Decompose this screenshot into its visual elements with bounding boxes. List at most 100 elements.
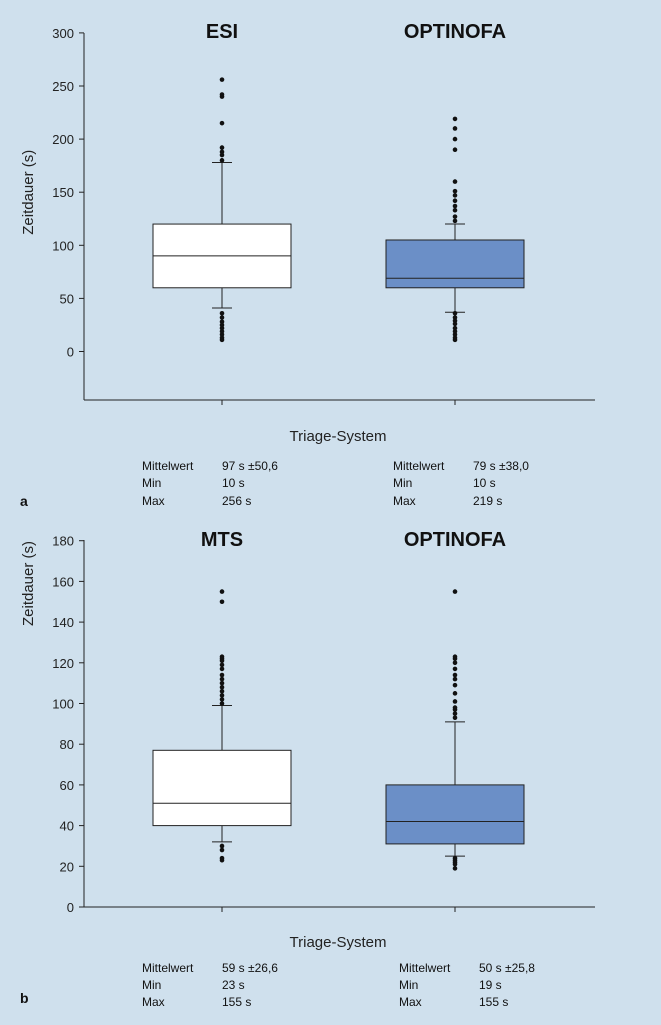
y-tick-label: 140 (52, 615, 74, 630)
outlier-point (219, 697, 225, 702)
outlier-point (452, 332, 458, 337)
y-tick-label: 180 (52, 534, 74, 549)
outlier-point (452, 699, 458, 704)
stat-value: 10 s (473, 476, 496, 490)
y-tick-label: 120 (52, 656, 74, 671)
y-tick-label: 20 (60, 859, 74, 874)
stat-value: 155 s (479, 995, 508, 1009)
stat-label: Min (142, 978, 161, 992)
panel-label: a (20, 493, 28, 509)
outlier-point (452, 207, 458, 213)
stat-value: 219 s (473, 494, 502, 508)
outlier-point (219, 322, 225, 328)
y-tick-label: 160 (52, 574, 74, 589)
stat-label: Max (142, 995, 165, 1009)
outlier-point (452, 198, 458, 203)
stat-value: 50 s ±25,8 (479, 961, 535, 975)
group-title: OPTINOFA (404, 529, 506, 551)
stat-label: Mittelwert (142, 961, 194, 975)
stat-value: 59 s ±26,6 (222, 961, 278, 975)
outlier-point (452, 179, 458, 184)
stat-label: Max (399, 995, 422, 1009)
y-tick-label: 250 (52, 79, 74, 94)
outlier-point (452, 711, 458, 716)
outlier-point (452, 589, 458, 594)
outlier-point (219, 701, 225, 706)
outlier-point (452, 325, 458, 331)
outlier-point (452, 315, 458, 320)
outlier-point (452, 193, 458, 198)
outlier-point (219, 149, 225, 155)
outlier-point (452, 666, 458, 672)
outlier-point (452, 672, 458, 678)
outlier-point (219, 684, 225, 690)
outlier-point (452, 147, 458, 153)
outlier-point (452, 691, 458, 696)
outlier-point (219, 676, 225, 682)
outlier-point (219, 666, 225, 672)
box-iqr (385, 784, 525, 845)
stat-label: Mittelwert (399, 961, 451, 975)
y-tick-label: 100 (52, 697, 74, 712)
outlier-point (452, 310, 458, 316)
panel-label: b (20, 990, 29, 1006)
outlier-point (452, 329, 458, 334)
outlier-point (452, 660, 458, 666)
y-tick-label: 50 (60, 291, 74, 306)
y-axis-label: Zeitdauer (s) (20, 541, 37, 626)
outlier-point (219, 319, 225, 325)
outlier-point (452, 715, 458, 721)
outlier-point (452, 335, 458, 340)
stat-value: 23 s (222, 978, 245, 992)
outlier-point (219, 672, 225, 678)
outlier-point (219, 152, 225, 158)
x-axis-label: Triage-System (290, 934, 387, 951)
y-axis-label: Zeitdauer (s) (20, 150, 37, 235)
group-title: MTS (201, 529, 243, 551)
outlier-point (219, 120, 225, 126)
outlier-point (219, 145, 225, 150)
y-tick-label: 60 (60, 778, 74, 793)
stat-label: Max (393, 494, 416, 508)
stat-label: Mittelwert (142, 459, 194, 473)
y-tick-label: 300 (52, 26, 74, 41)
outlier-point (452, 318, 458, 324)
y-tick-label: 80 (60, 737, 74, 752)
outlier-point (219, 315, 225, 320)
outlier-point (219, 335, 225, 340)
outlier-point (219, 599, 225, 605)
outlier-point (452, 676, 458, 682)
outlier-point (219, 847, 225, 853)
outlier-point (219, 843, 225, 849)
outlier-point (219, 680, 225, 686)
outlier-point (452, 682, 458, 688)
outlier-point (219, 77, 225, 82)
box-iqr (385, 239, 525, 289)
outlier-point (452, 321, 458, 327)
stat-label: Min (399, 978, 418, 992)
outlier-point (219, 589, 225, 594)
stat-value: 79 s ±38,0 (473, 459, 529, 473)
stat-label: Mittelwert (393, 459, 445, 473)
outlier-point (219, 688, 225, 694)
y-tick-label: 0 (67, 345, 74, 360)
stat-label: Max (142, 494, 165, 508)
group-title: OPTINOFA (404, 21, 506, 43)
outlier-point (452, 126, 458, 131)
outlier-point (452, 705, 458, 710)
x-axis-label: Triage-System (290, 428, 387, 445)
outlier-point (452, 214, 458, 219)
outlier-point (452, 188, 458, 194)
outlier-point (452, 855, 458, 861)
outlier-point (219, 332, 225, 337)
stat-value: 155 s (222, 995, 251, 1009)
stat-label: Min (142, 476, 161, 490)
stat-label: Min (393, 476, 412, 490)
outlier-point (219, 158, 225, 163)
box-iqr (152, 749, 292, 827)
stat-value: 97 s ±50,6 (222, 459, 278, 473)
outlier-point (452, 654, 458, 659)
outlier-point (219, 329, 225, 334)
y-tick-label: 0 (67, 900, 74, 915)
